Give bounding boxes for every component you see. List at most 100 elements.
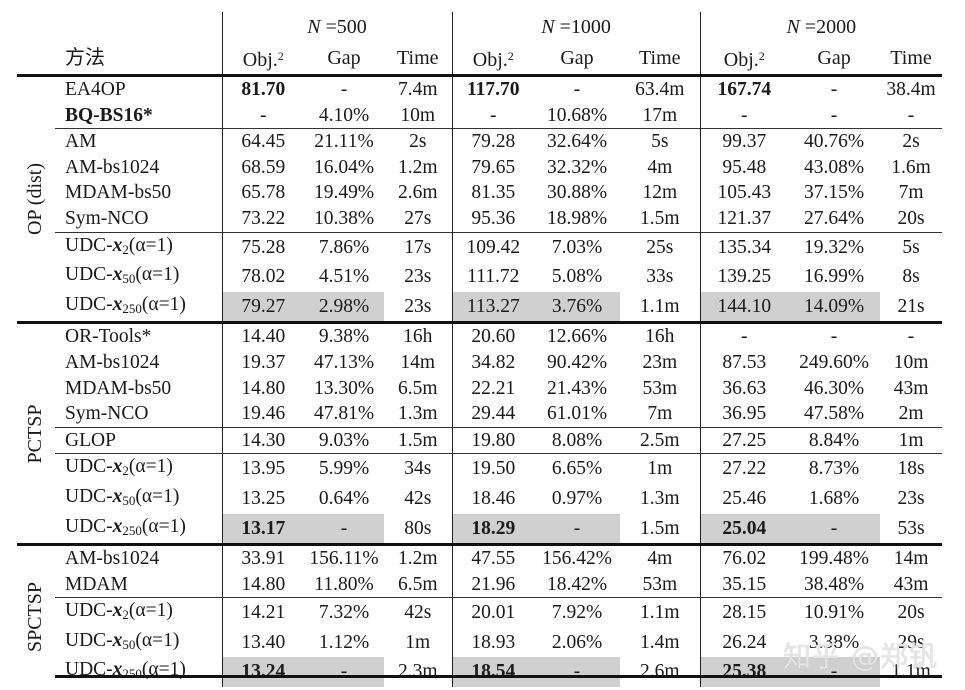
gap-cell: 5.08% [551,266,603,288]
time-cell: 2.5m [620,426,701,454]
col-time: Time [639,47,681,69]
header-row-columns: 方法 Obj.2 Gap Time Obj.2 Gap Time Obj.2 G… [17,42,942,76]
table-body: OP (dist) EA4OP 81.70-7.4m 117.70-63.4m 167.… [17,73,943,688]
obj-cell: 144.10 [699,291,789,323]
obj-cell: 26.24 [699,627,789,658]
obj-cell: 27.25 [699,426,789,454]
gap-cell: 21.11% [304,128,384,155]
table-row: SPCTSP AM-bs1024 33.91 156.11% 1.2m 47.55 156.… [17,543,943,688]
obj-cell: 47.55 [451,543,535,572]
category-label: PCTSP [17,321,55,545]
method-name: Sym-NCO [65,207,149,229]
time-cell: 2.3m [397,661,438,683]
time-cell: - [880,321,943,350]
obj-cell: 81.70 [221,73,304,103]
gap-cell: 8.08% [534,426,621,454]
time-cell: 53s [897,517,925,539]
obj-cell: 111.72 [451,262,535,292]
obj-cell: 68.59 [221,154,304,181]
table-row: UDC-x2(α=1) 75.28 7.86% 17s 109.42 7.03% 25s 13… [17,231,943,263]
gap-cell: 47.13% [313,351,375,373]
obj-cell: 20.01 [451,597,535,628]
table-row: UDC-x50(α=1) 13.25 0.64% 42s 18.46 0.97% 1.3m 2… [17,483,942,514]
obj-cell: 33.91 [221,543,304,572]
time-cell: 10m [893,351,929,373]
obj-cell: 113.27 [451,291,535,323]
obj-cell: 18.54 [451,657,535,688]
time-cell: 4m [620,543,701,572]
obj-cell: 13.40 [221,627,304,658]
time-cell: 5s [880,231,943,263]
time-cell: 14m [880,543,943,572]
col-gap: Gap [327,47,361,69]
time-cell: 8s [902,266,920,288]
gap-cell: - [304,513,384,545]
obj-cell: 19.50 [451,453,535,484]
obj-cell: 65.78 [221,180,304,206]
method-name: OR-Tools* [55,321,222,350]
gap-cell: 7.86% [304,231,384,263]
method-name: AM-bs1024 [65,156,160,178]
time-cell: 6.5m [397,377,438,399]
time-cell: 7.4m [384,73,453,103]
method-name: UDC-x250(α=1) [65,659,186,682]
time-cell: 12m [642,182,678,204]
table-row: BQ-BS16* -4.10% 10m -10.68% 17m - - - [17,102,942,129]
col-obj: Obj.2 [699,42,789,76]
obj-cell: 35.15 [699,571,789,598]
gap-cell: 90.42% [546,351,608,373]
method-name: MDAM-bs50 [65,377,172,399]
gap-cell: 19.32% [788,231,881,263]
time-cell: 25s [620,231,701,263]
gap-cell: 10.38% [313,207,375,229]
table-row: OP (dist) EA4OP 81.70-7.4m 117.70-63.4m 167.… [17,73,943,323]
time-cell: 42s [404,487,432,509]
time-cell: 17s [384,231,453,263]
time-cell: 1m [405,631,431,653]
time-cell: 1m [880,426,943,454]
col-gap: Gap [560,47,594,69]
obj-cell: 75.28 [221,231,304,263]
method-name: MDAM [65,573,128,595]
group-header-n2000: N =2000 [699,12,943,42]
obj-cell: - [699,321,789,350]
obj-cell: - [221,102,304,129]
obj-cell: 13.25 [221,483,304,514]
obj-cell: 19.80 [451,426,535,454]
col-obj: Obj.2 [221,42,304,76]
gap-cell: - [788,73,881,103]
gap-cell: 3.38% [808,631,860,653]
gap-cell: 27.64% [803,207,865,229]
table-row: UDC-x250(α=1) 79.27 2.98% 23s 113.27 3.76% 1.1… [17,291,942,323]
time-cell: 23s [404,295,432,317]
obj-cell: 19.46 [221,401,304,428]
obj-cell: 105.43 [699,180,789,206]
gap-cell: 0.64% [318,487,370,509]
obj-cell: 18.29 [451,513,535,545]
results-table-container: N =500 N =1000 N =2000 方法 Obj.2 Gap Time… [17,12,943,688]
gap-cell: 18.98% [546,207,608,229]
gap-cell: - [788,657,881,688]
table-row: MDAM-bs50 65.78 19.49% 2.6m 81.35 30.88% 12m 10… [17,180,942,206]
time-cell: 33s [646,266,674,288]
method-header: 方法 [65,47,105,69]
gap-cell: 156.42% [534,543,621,572]
gap-cell: 40.76% [788,128,881,155]
gap-cell: - [304,657,384,688]
method-name: MDAM-bs50 [65,182,172,204]
gap-cell: 249.60% [799,351,869,373]
category-label: OP (dist) [17,73,55,323]
time-cell: 34s [384,453,453,484]
time-cell: 5s [620,128,701,155]
gap-cell: - [788,321,881,350]
obj-cell: 135.34 [699,231,789,263]
col-time: Time [397,47,439,69]
gap-cell: 30.88% [546,182,608,204]
col-gap: Gap [817,47,851,69]
time-cell: 7m [647,403,673,425]
obj-cell: 20.60 [451,321,535,350]
obj-cell: 117.70 [451,73,535,103]
obj-cell: 19.37 [221,349,304,376]
method-name: UDC-x250(α=1) [65,293,186,316]
gap-cell: 199.48% [788,543,881,572]
